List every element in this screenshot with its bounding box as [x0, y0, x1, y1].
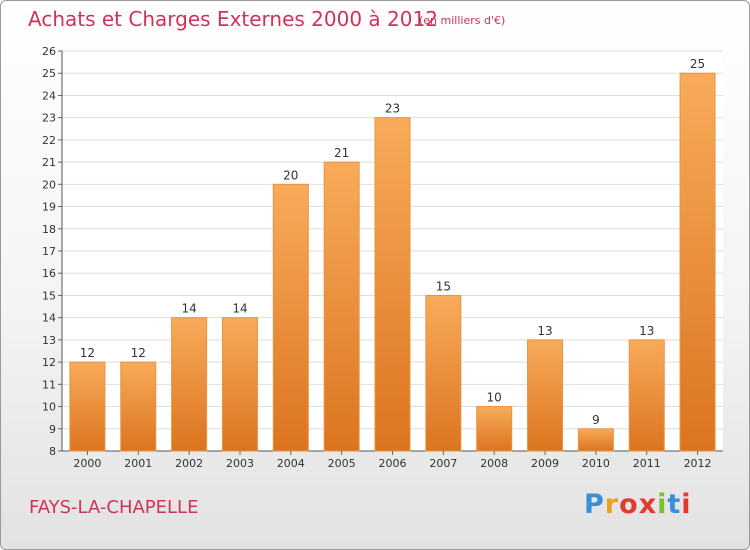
x-tick-label: 2007	[429, 457, 457, 470]
y-tick-label: 13	[42, 334, 56, 347]
y-tick-label: 20	[42, 178, 56, 191]
bar	[120, 361, 157, 452]
bar-value-label: 13	[537, 324, 552, 338]
bar-value-label: 12	[131, 346, 146, 360]
x-tick-label: 2004	[277, 457, 305, 470]
x-tick-label: 2000	[73, 457, 101, 470]
bar	[69, 361, 106, 452]
y-tick-label: 26	[42, 45, 56, 58]
logo-letter: P	[584, 489, 605, 520]
bar	[171, 317, 208, 452]
bar-value-label: 9	[592, 413, 600, 427]
x-tick-label: 2002	[175, 457, 203, 470]
x-tick-label: 2012	[684, 457, 712, 470]
bar	[374, 117, 411, 452]
logo-letter: i	[681, 489, 692, 520]
bar-value-label: 10	[487, 391, 502, 405]
x-tick-label: 2010	[582, 457, 610, 470]
x-tick-label: 2011	[633, 457, 661, 470]
y-tick-label: 21	[42, 156, 56, 169]
bar-value-label: 25	[690, 57, 705, 71]
bar	[272, 183, 309, 452]
bar	[425, 294, 462, 452]
bar	[476, 406, 513, 452]
commune-name: FAYS-LA-CHAPELLE	[29, 497, 199, 518]
y-tick-label: 15	[42, 289, 56, 302]
bar-value-label: 21	[334, 146, 349, 160]
y-tick-label: 9	[49, 423, 56, 436]
y-tick-label: 17	[42, 245, 56, 258]
bar	[679, 72, 716, 452]
y-tick-label: 23	[42, 112, 56, 125]
x-tick-label: 2008	[480, 457, 508, 470]
bar	[323, 161, 360, 452]
y-tick-label: 19	[42, 201, 56, 214]
x-tick-label: 2003	[226, 457, 254, 470]
bar-value-label: 23	[385, 102, 400, 116]
x-tick-label: 2005	[328, 457, 356, 470]
y-tick-label: 18	[42, 223, 56, 236]
bar	[628, 339, 665, 452]
bar	[527, 339, 564, 452]
y-tick-label: 14	[42, 312, 56, 325]
x-tick-label: 2009	[531, 457, 559, 470]
bar-value-label: 15	[436, 279, 451, 293]
y-tick-label: 10	[42, 401, 56, 414]
proxiti-logo: Proxiti	[584, 489, 692, 520]
chart-subtitle: (en milliers d'€)	[419, 14, 506, 27]
y-tick-label: 8	[49, 445, 56, 458]
logo-letter: i	[657, 489, 668, 520]
bar-value-label: 14	[181, 302, 196, 316]
logo-letter: x	[638, 489, 658, 520]
logo-letter: r	[604, 489, 620, 520]
bar	[221, 317, 258, 452]
y-tick-label: 22	[42, 134, 56, 147]
y-tick-label: 11	[42, 378, 56, 391]
x-tick-label: 2001	[124, 457, 152, 470]
y-tick-label: 25	[42, 67, 56, 80]
logo-letter: o	[619, 489, 639, 520]
y-tick-label: 16	[42, 267, 56, 280]
chart-title: Achats et Charges Externes 2000 à 2012	[28, 7, 438, 31]
y-tick-label: 24	[42, 89, 56, 102]
logo-letter: t	[667, 489, 682, 520]
y-tick-label: 12	[42, 356, 56, 369]
bar	[577, 428, 614, 452]
bar-value-label: 12	[80, 346, 95, 360]
bar-value-label: 13	[639, 324, 654, 338]
bar-value-label: 14	[232, 302, 247, 316]
x-tick-label: 2006	[379, 457, 407, 470]
bar-value-label: 20	[283, 168, 298, 182]
